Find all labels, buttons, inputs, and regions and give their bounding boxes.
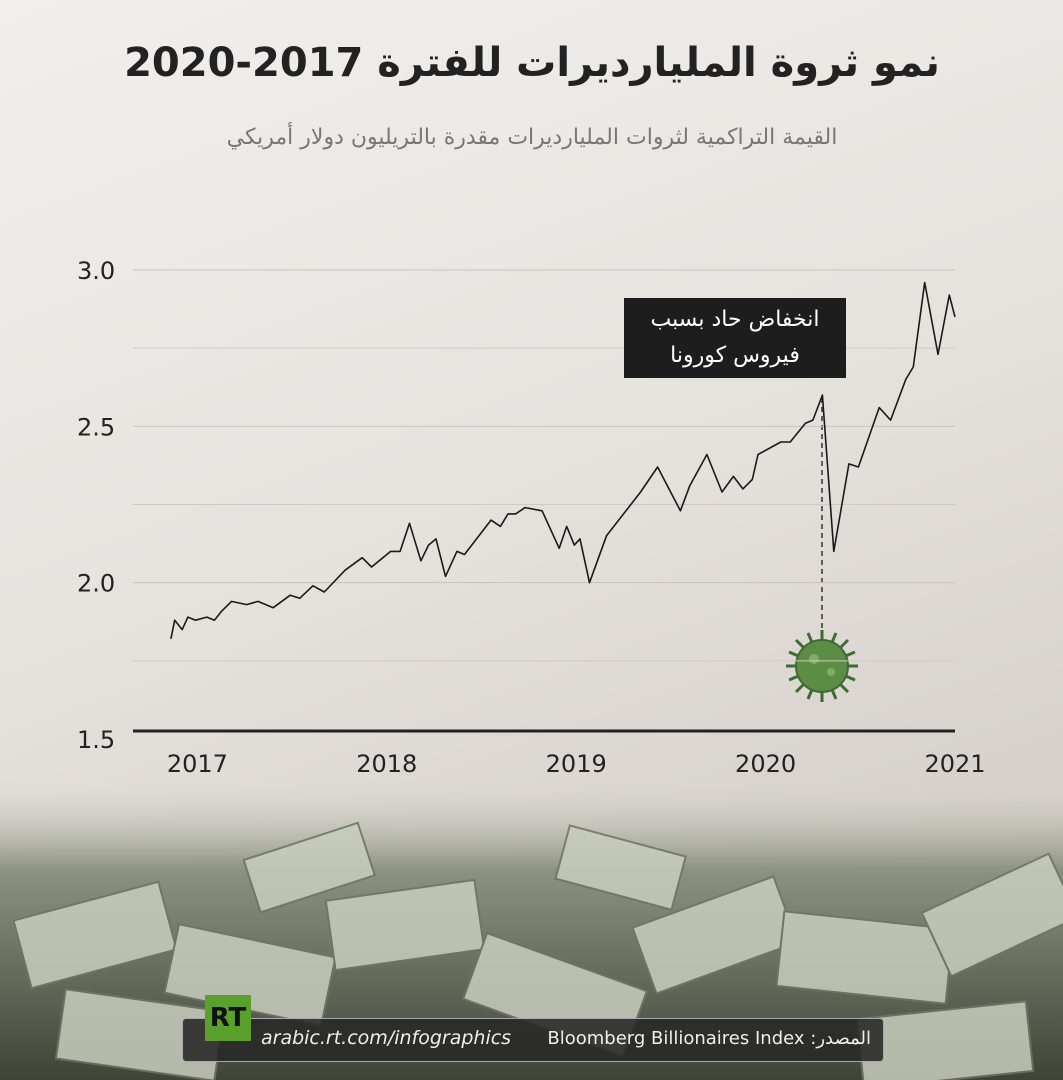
virus-icon bbox=[786, 630, 858, 702]
money-background bbox=[0, 780, 1063, 1080]
footer: RT arabic.rt.com/infographics المصدر: Bl… bbox=[182, 995, 884, 1062]
website: arabic.rt.com/infographics bbox=[261, 1027, 512, 1049]
chart: نمو ثروة المليارديرات للفترة 2017-2020 ا… bbox=[77, 40, 986, 778]
x-tick-label: 2017 bbox=[167, 750, 228, 778]
x-tick-label: 2018 bbox=[356, 750, 417, 778]
chart-title: نمو ثروة المليارديرات للفترة 2017-2020 bbox=[124, 40, 940, 86]
annotation: انخفاض حاد بسبب فيروس كورونا bbox=[624, 298, 846, 378]
y-tick-label: 2.5 bbox=[77, 413, 115, 441]
x-tick-label: 2019 bbox=[546, 750, 607, 778]
y-tick-label: 2.0 bbox=[77, 570, 115, 598]
logo: RT bbox=[205, 995, 251, 1041]
source-name: Bloomberg Billionaires Index bbox=[547, 1028, 805, 1049]
source: المصدر: Bloomberg Billionaires Index bbox=[547, 1028, 871, 1049]
chart-subtitle: القيمة التراكمية لثروات المليارديرات مقد… bbox=[227, 122, 838, 150]
x-tick-label: 2021 bbox=[924, 750, 985, 778]
data-line bbox=[170, 281, 956, 640]
x-tick-label: 2020 bbox=[735, 750, 796, 778]
y-tick-label: 3.0 bbox=[77, 257, 115, 285]
y-tick-label: 1.5 bbox=[77, 726, 115, 754]
source-label: المصدر: bbox=[810, 1028, 871, 1049]
